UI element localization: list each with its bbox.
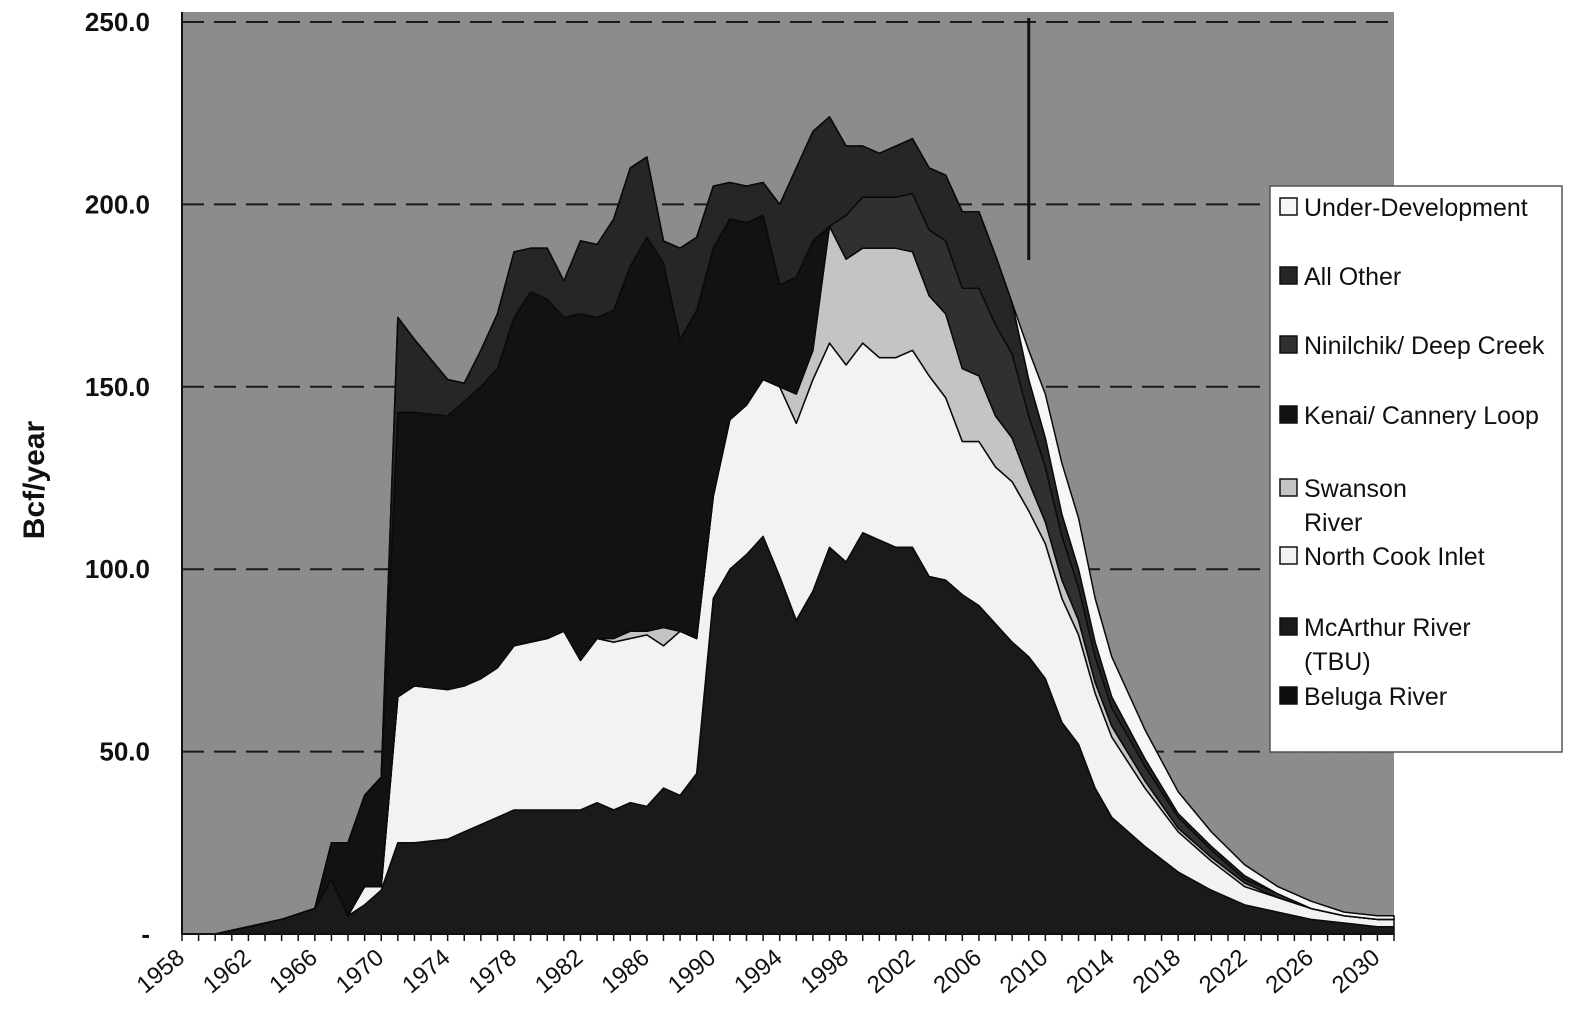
legend: Under-Development All Other Ninilchik/ Dee…: [1269, 185, 1563, 753]
y-tick-label: 200.0: [85, 189, 150, 219]
y-axis-label: Bcf/year: [18, 420, 51, 539]
x-tick-label: 1990: [663, 944, 721, 999]
x-tick-label: 2030: [1327, 944, 1385, 999]
x-tick-label: 2010: [995, 944, 1053, 999]
legend-swatch: [1279, 617, 1298, 636]
legend-label-line2: River: [1304, 509, 1362, 537]
x-tick-label: 1970: [331, 944, 389, 999]
x-tick-label: 1962: [198, 944, 256, 999]
legend-label: Under-Development: [1304, 194, 1528, 222]
legend-swatch: [1279, 686, 1298, 705]
y-axis-ticks: - 50.0 100.0 150.0 200.0 250.0: [85, 7, 150, 949]
legend-swatch: [1279, 478, 1298, 497]
x-tick-label: 1958: [132, 944, 190, 999]
x-tick-label: 1974: [397, 944, 455, 999]
x-tick-label: 1994: [729, 944, 787, 999]
x-tick-label: 2026: [1261, 944, 1319, 999]
x-axis-ticks: 1958 1962 1966 1970 1974 1978 1982 1986 1990 1994…: [132, 944, 1386, 999]
area-under-development: [181, 116, 1395, 935]
x-tick-label: 1978: [464, 944, 522, 999]
legend-swatch: [1279, 335, 1298, 354]
legend-label: Swanson: [1304, 475, 1407, 503]
stacked-areas: [181, 116, 1395, 935]
x-tick-label: 1982: [530, 944, 588, 999]
legend-swatch: [1279, 197, 1298, 216]
x-tick-label: 1986: [596, 944, 654, 999]
x-tick-label: 2006: [929, 944, 987, 999]
x-tick-label: 1998: [796, 944, 854, 999]
y-tick-label: 50.0: [99, 737, 150, 767]
legend-swatch: [1279, 405, 1298, 424]
legend-swatch: [1279, 266, 1298, 285]
x-tick-label: 2002: [862, 944, 920, 999]
x-tick-label: 1966: [264, 944, 322, 999]
legend-label: North Cook Inlet: [1304, 543, 1485, 571]
axes: [181, 12, 1395, 941]
legend-swatch: [1279, 546, 1298, 565]
legend-label: Kenai/ Cannery Loop: [1304, 402, 1539, 430]
legend-box: [1269, 185, 1563, 753]
legend-label: All Other: [1304, 263, 1401, 291]
y-tick-label: 250.0: [85, 7, 150, 37]
x-tick-label: 2018: [1128, 944, 1186, 999]
y-tick-label: 100.0: [85, 554, 150, 584]
x-tick-label: 2014: [1061, 944, 1119, 999]
y-tick-label: -: [141, 919, 150, 949]
legend-label: Ninilchik/ Deep Creek: [1304, 332, 1545, 360]
legend-label-line2: (TBU): [1304, 648, 1371, 676]
legend-label: McArthur River: [1304, 614, 1471, 642]
y-tick-label: 150.0: [85, 372, 150, 402]
x-tick-label: 2022: [1194, 944, 1252, 999]
legend-label: Beluga River: [1304, 683, 1447, 711]
